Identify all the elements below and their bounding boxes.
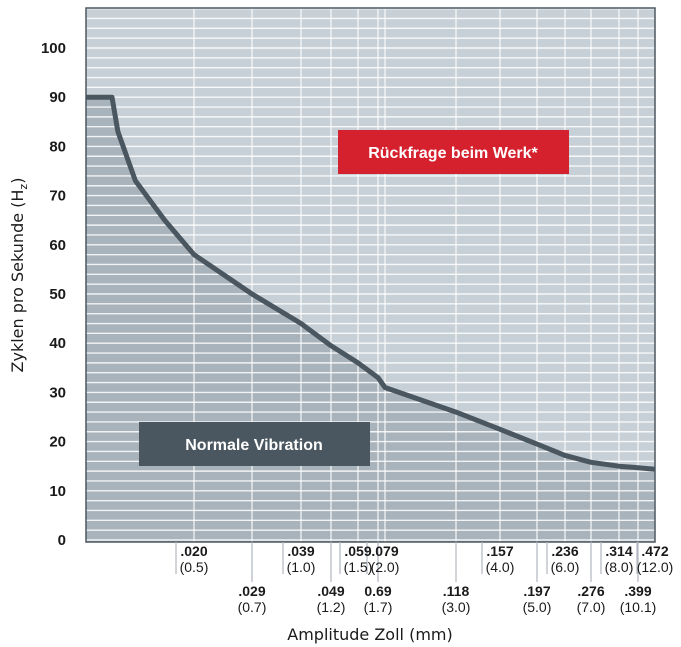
y-tick-label: 100 [41,40,66,57]
x-axis-title: Amplitude Zoll (mm) [287,625,452,644]
x-tick-mm-label: (0.7) [238,599,267,615]
y-tick-label: 80 [49,138,66,155]
y-tick-label: 20 [49,434,66,451]
x-tick-mm-label: (3.0) [442,599,471,615]
x-tick-mm-label: (6.0) [551,559,580,575]
x-tick-label: .029 [238,583,265,599]
x-tick-label: .118 [443,583,470,599]
x-tick-mm-label: (10.1) [620,599,657,615]
y-axis-title: Zyklen pro Sekunde (Hz) [8,178,30,373]
y-tick-label: 30 [49,384,66,401]
x-tick-label: .079 [371,543,398,559]
y-tick-label: 50 [49,286,66,303]
x-tick-mm-label: (12.0) [637,559,674,575]
x-tick-mm-label: (8.0) [605,559,634,575]
x-tick-mm-label: (7.0) [577,599,606,615]
x-tick-label: .049 [317,583,344,599]
y-tick-label: 60 [49,237,66,254]
annotation-upper-box [338,130,569,174]
x-tick-label: .314 [605,543,632,559]
x-tick-label: .399 [624,583,651,599]
y-tick-label: 40 [49,335,66,352]
x-tick-mm-label: (1.7) [364,599,393,615]
annotation-upper-label: Rückfrage beim Werk* [368,145,538,162]
y-axis-title-end: ) [8,178,27,184]
x-tick-label: .020 [180,543,207,559]
x-tick-mm-label: (1.0) [287,559,316,575]
x-tick-mm-label: (0.5) [180,559,209,575]
axes [85,7,656,582]
y-tick-label: 0 [58,532,66,549]
annotation-lower-box [139,422,370,466]
x-tick-label: .236 [551,543,578,559]
y-tick-label: 70 [49,188,66,205]
x-tick-mm-label: (2.0) [371,559,400,575]
y-axis-title-sub: z [17,184,30,190]
x-tick-label: .059 [344,543,371,559]
plot-frame [85,7,656,543]
x-tick-label: .472 [641,543,668,559]
series-line [86,94,655,472]
y-tick-label: 90 [49,89,66,106]
x-tick-mm-label: (4.0) [486,559,515,575]
x-tick-label: .039 [287,543,314,559]
x-tick-label: 0.69 [364,583,391,599]
x-tick-mm-label: (1.2) [317,599,346,615]
annotation-lower-label: Normale Vibration [185,437,323,454]
y-tick-label: 10 [49,483,66,500]
x-tick-label: .276 [577,583,604,599]
labels: 0 10 20 30 40 50 60 70 80 90 100 .020(0.5) .029(0.7)… [8,40,673,644]
y-axis-title-main: Zyklen pro Sekunde (H [8,190,27,373]
x-tick-label: .197 [523,583,550,599]
x-tick-label: .157 [486,543,513,559]
x-tick-mm-label: (5.0) [523,599,552,615]
x-tick-mm-label: (1.5) [344,559,373,575]
